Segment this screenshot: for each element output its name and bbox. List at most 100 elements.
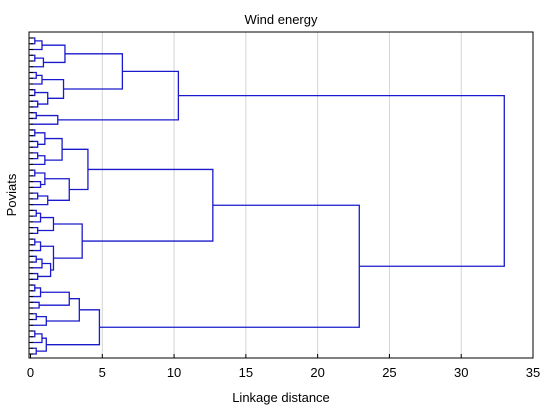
merge-c24 (34, 172, 46, 186)
branch-path (30, 347, 37, 355)
merge-c05 (41, 44, 66, 64)
merge-c43 (30, 287, 42, 298)
branch-path (30, 333, 43, 344)
merge-c44 (30, 301, 40, 309)
branch-path (30, 301, 40, 309)
branch-path (30, 155, 46, 166)
merge-c50 (30, 333, 43, 344)
branch-path (30, 313, 37, 321)
merge-c02 (30, 40, 43, 51)
branch-path (30, 258, 43, 269)
x-tick-label-5: 5 (99, 365, 106, 380)
branch-path (34, 172, 46, 186)
leaf-ticks (29, 37, 33, 355)
branch-path (30, 272, 39, 280)
merge-c42 (30, 284, 36, 292)
branch-path (30, 112, 37, 120)
merge-c04 (30, 57, 45, 68)
merge-c48 (46, 298, 80, 322)
merge-c49 (30, 330, 36, 338)
merge-c36 (30, 258, 43, 269)
x-tick-label-25: 25 (382, 365, 396, 380)
merge-c46 (30, 313, 37, 321)
branch-path (34, 132, 46, 145)
merge-c34 (30, 241, 42, 252)
merge-c01 (30, 37, 36, 45)
branch-path (30, 40, 43, 51)
branch-path (30, 57, 45, 68)
branch-path (30, 287, 42, 298)
merge-c30 (30, 212, 42, 223)
merge-c31 (30, 226, 39, 234)
merge-c09 (30, 100, 39, 108)
branch-path (30, 330, 36, 338)
merge-c41 (82, 168, 214, 242)
merge-c25 (30, 192, 39, 200)
x-tick-label-30: 30 (454, 365, 468, 380)
merge-c08 (30, 89, 36, 97)
merge-c20 (30, 155, 46, 166)
branch-path (30, 238, 36, 246)
merge-c53 (46, 309, 101, 346)
merge-c33 (30, 238, 36, 246)
merge-c07 (30, 74, 43, 85)
branch-path (30, 255, 37, 263)
x-axis-title: Linkage distance (232, 390, 330, 405)
branch-path (30, 195, 49, 206)
branch-path (39, 291, 70, 306)
merge-c51 (30, 347, 37, 355)
branch-path (30, 316, 47, 326)
dendrogram-branches (30, 37, 505, 355)
branch-path (30, 100, 39, 108)
branch-path (57, 70, 180, 121)
merge-c29 (30, 209, 37, 217)
branch-path (37, 216, 55, 232)
merge-c35 (30, 255, 37, 263)
merge-c17 (30, 140, 39, 148)
branch-path (46, 309, 101, 346)
merge-c39 (40, 245, 55, 271)
branch-path (30, 71, 37, 79)
branch-path (30, 226, 39, 234)
branch-path (99, 204, 360, 328)
grid-lines (101, 32, 462, 358)
merge-c16 (30, 129, 36, 137)
branch-path (30, 37, 36, 45)
merge-c22 (30, 169, 36, 177)
merge-c55 (178, 94, 505, 267)
branch-path (40, 245, 55, 271)
merge-c37 (30, 272, 39, 280)
merge-c27 (44, 178, 70, 201)
merge-c21 (44, 137, 63, 161)
branch-path (30, 74, 43, 85)
merge-c40 (53, 223, 83, 259)
merge-c47 (30, 316, 47, 326)
x-tick-label-0: 0 (27, 365, 34, 380)
merge-c14 (30, 114, 59, 125)
merge-c13 (30, 112, 37, 120)
branch-path (44, 137, 63, 161)
branch-path (46, 298, 80, 322)
merge-c54 (99, 204, 360, 328)
branch-path (30, 192, 39, 200)
merge-c38 (37, 262, 52, 278)
branch-path (82, 168, 214, 242)
branch-path (30, 129, 36, 137)
branch-path (30, 152, 39, 160)
x-tick-label-10: 10 (167, 365, 181, 380)
merge-c26 (30, 195, 49, 206)
merge-c19 (30, 152, 39, 160)
x-axis-ticks: 0 5 10 15 20 25 30 35 (27, 354, 540, 380)
branch-path (30, 212, 42, 223)
merge-c12 (63, 53, 124, 90)
branch-path (30, 209, 37, 217)
branch-path (63, 53, 124, 90)
branch-path (30, 140, 39, 148)
branch-path (53, 223, 83, 259)
merge-c18 (34, 132, 46, 145)
branch-path (178, 94, 505, 267)
merge-c11 (41, 79, 65, 99)
branch-path (30, 89, 36, 97)
